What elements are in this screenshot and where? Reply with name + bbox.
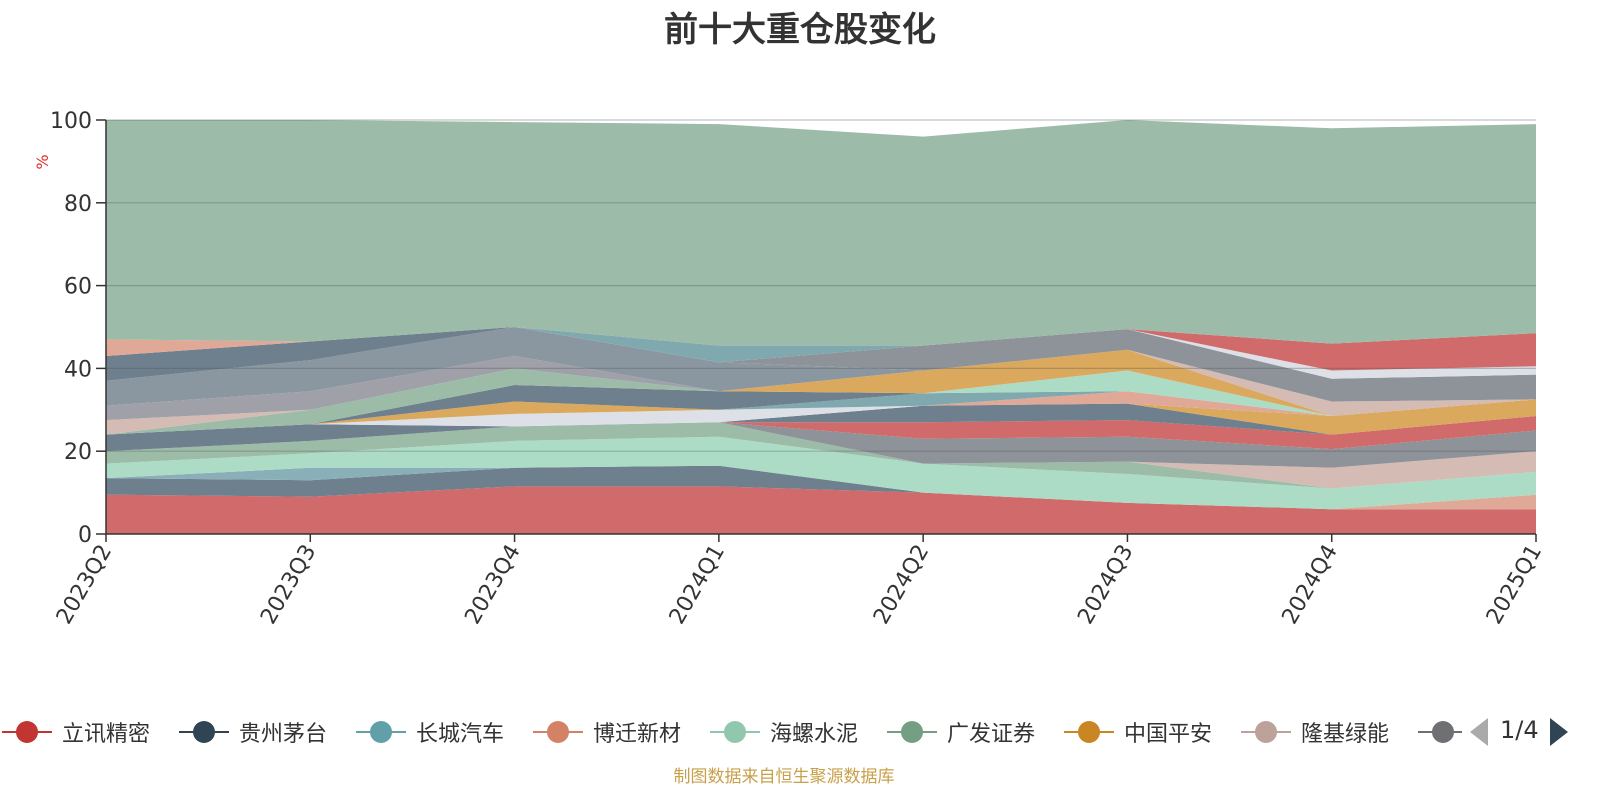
legend-symbol-icon xyxy=(1418,720,1462,744)
legend: 立讯精密 贵州茅台 长城汽车 博迁新材 海螺水泥 广发证券 中国平安 隆基绿能 1/4 xyxy=(0,712,1600,752)
area-series-26 xyxy=(106,327,1536,371)
area-series-17 xyxy=(106,370,1536,435)
legend-item-5[interactable]: 海螺水泥 xyxy=(710,712,858,752)
legend-item-6[interactable]: 广发证券 xyxy=(887,712,1035,752)
area-series-group xyxy=(106,120,1536,534)
legend-next-page-icon[interactable] xyxy=(1550,718,1568,746)
area-series-12 xyxy=(106,403,1536,435)
legend-label: 隆基绿能 xyxy=(1301,722,1390,747)
legend-label: 中国平安 xyxy=(1124,722,1213,747)
y-tick-label-40: 40 xyxy=(64,357,92,382)
legend-dot xyxy=(193,721,215,743)
legend-symbol-icon xyxy=(710,720,760,744)
y-axis-label: % xyxy=(33,154,52,169)
legend-dot xyxy=(1432,721,1454,743)
area-series-29 xyxy=(106,120,1536,346)
area-series-21 xyxy=(106,349,1536,421)
legend-label: 立讯精密 xyxy=(62,722,151,747)
legend-symbol-icon xyxy=(1241,720,1291,744)
x-tick-label-2023Q4: 2023Q4 xyxy=(460,541,525,629)
legend-label: 长城汽车 xyxy=(416,722,505,747)
legend-item-4[interactable]: 博迁新材 xyxy=(533,712,681,752)
area-series-14 xyxy=(106,391,1536,435)
legend-dot xyxy=(1078,721,1100,743)
x-tick-label-2023Q2: 2023Q2 xyxy=(52,541,117,629)
legend-pager: 1/4 xyxy=(1470,712,1600,752)
legend-symbol-icon xyxy=(887,720,937,744)
area-series-11 xyxy=(106,403,1536,452)
x-tick-label-2025Q1: 2025Q1 xyxy=(1482,541,1547,629)
area-series-24 xyxy=(106,327,1536,381)
y-tick-label-100: 100 xyxy=(50,109,92,134)
x-tick-label-2024Q4: 2024Q4 xyxy=(1278,541,1343,629)
legend-symbol-icon xyxy=(533,720,583,744)
stacked-area-chart: 0 20 40 60 80 100 2023Q2 2023Q3 2023Q4 2024Q1 2024… xyxy=(33,109,1547,629)
legend-label: 广发证券 xyxy=(947,722,1036,747)
area-series-5 xyxy=(106,436,1536,510)
legend-label: 海螺水泥 xyxy=(770,722,859,747)
legend-dot xyxy=(901,721,923,743)
legend-item-2[interactable]: 贵州茅台 xyxy=(179,712,327,752)
legend-dot xyxy=(724,721,746,743)
legend-item-7[interactable]: 中国平安 xyxy=(1064,712,1212,752)
area-series-19 xyxy=(106,349,1536,435)
legend-item-3[interactable]: 长城汽车 xyxy=(356,712,504,752)
legend-symbol-icon xyxy=(179,720,229,744)
legend-label: 贵州茅台 xyxy=(239,722,328,747)
grid-lines xyxy=(106,119,1536,452)
y-tick-label-80: 80 xyxy=(64,192,92,217)
area-series-6 xyxy=(106,422,1536,489)
data-source-note: 制图数据来自恒生聚源数据库 xyxy=(673,767,895,787)
area-series-18 xyxy=(106,368,1536,435)
area-series-1 xyxy=(106,486,1536,534)
area-series-2 xyxy=(106,465,1536,510)
y-tick-label-60: 60 xyxy=(64,275,92,300)
legend-dot xyxy=(547,721,569,743)
legend-item-1[interactable]: 立讯精密 xyxy=(2,712,150,752)
legend-label: 博迁新材 xyxy=(593,722,682,747)
legend-item-9[interactable] xyxy=(1418,712,1462,752)
area-series-23 xyxy=(106,327,1536,402)
x-tick-label-2024Q1: 2024Q1 xyxy=(665,541,730,629)
area-series-13 xyxy=(106,399,1536,435)
legend-symbol-icon xyxy=(356,720,406,744)
y-tick-label-0: 0 xyxy=(78,523,92,548)
area-series-10 xyxy=(106,416,1536,452)
area-series-16 xyxy=(106,385,1536,435)
area-series-4 xyxy=(106,465,1536,510)
chart-title: 前十大重仓股变化 xyxy=(664,10,936,50)
legend-dot xyxy=(370,721,392,743)
y-tick-label-20: 20 xyxy=(64,440,92,465)
legend-symbol-icon xyxy=(2,720,52,744)
legend-dot xyxy=(1255,721,1277,743)
legend-items: 立讯精密 贵州茅台 长城汽车 博迁新材 海螺水泥 广发证券 中国平安 隆基绿能 xyxy=(0,712,1462,752)
legend-page-indicator: 1/4 xyxy=(1500,716,1539,744)
x-tick-label-2024Q2: 2024Q2 xyxy=(869,541,934,629)
legend-dot xyxy=(16,721,38,743)
legend-prev-page-icon[interactable] xyxy=(1470,718,1488,746)
legend-symbol-icon xyxy=(1064,720,1114,744)
x-tick-label-2023Q3: 2023Q3 xyxy=(256,541,321,629)
area-series-8 xyxy=(106,422,1536,489)
legend-item-8[interactable]: 隆基绿能 xyxy=(1241,712,1389,752)
x-tick-label-2024Q3: 2024Q3 xyxy=(1073,541,1138,629)
area-series-9 xyxy=(106,422,1536,468)
